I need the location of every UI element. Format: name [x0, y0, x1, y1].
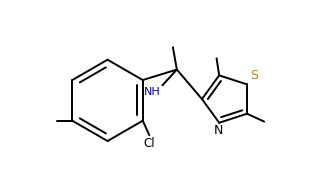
Text: N: N: [214, 124, 223, 137]
Text: S: S: [250, 69, 258, 82]
Text: Cl: Cl: [143, 137, 155, 150]
Text: NH: NH: [144, 87, 161, 97]
